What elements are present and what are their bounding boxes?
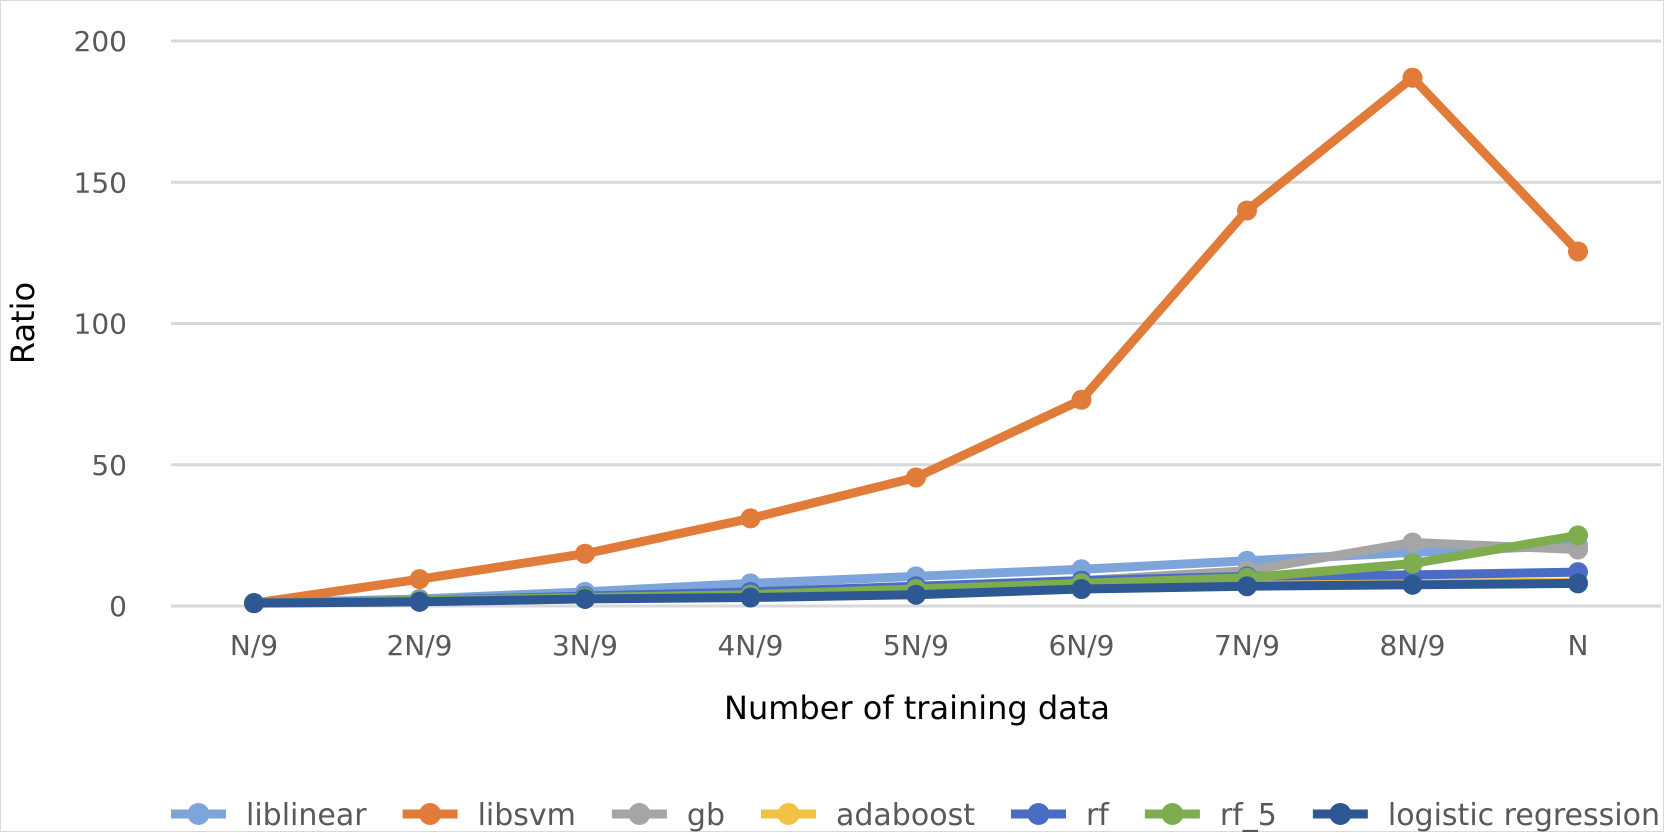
legend-swatch-marker	[187, 803, 210, 825]
data-point	[575, 543, 595, 564]
y-tick-label: 50	[91, 449, 127, 482]
legend-swatch-marker	[1027, 803, 1050, 825]
data-point	[1402, 67, 1423, 88]
data-point	[244, 593, 264, 614]
legend-item: gb	[611, 798, 725, 833]
data-point	[1568, 573, 1588, 594]
data-point	[1402, 553, 1423, 574]
data-point	[1237, 576, 1257, 597]
data-point	[740, 587, 761, 608]
x-tick-label: 3N/9	[552, 629, 618, 662]
x-tick-label: 8N/9	[1379, 629, 1445, 662]
x-tick-label: 6N/9	[1048, 629, 1114, 662]
legend-label: rf_5	[1220, 798, 1277, 833]
y-tick-label: 200	[74, 25, 127, 58]
data-point	[906, 467, 926, 488]
series-libsvm	[244, 67, 1588, 614]
legend-swatch-marker	[1329, 803, 1352, 825]
x-axis-title: Number of training data	[724, 689, 1110, 727]
x-tick-label: 5N/9	[883, 629, 949, 662]
legend-item: rf_5	[1144, 798, 1277, 833]
y-tick-label: 100	[74, 308, 127, 341]
x-tick-label: 4N/9	[717, 629, 783, 662]
y-tick-label: 150	[74, 166, 127, 199]
data-point	[1071, 389, 1092, 410]
legend-item: liblinear	[171, 798, 367, 833]
legend-label: libsvm	[478, 798, 576, 833]
series-line	[249, 73, 1583, 608]
x-tick-label: N	[1568, 629, 1589, 662]
legend-item: rf	[1010, 798, 1110, 833]
data-point	[1568, 241, 1588, 262]
legend-swatch-marker	[1161, 803, 1184, 825]
legend-label: liblinear	[246, 798, 367, 833]
x-tick-label: 7N/9	[1214, 629, 1280, 662]
legend-label: rf	[1086, 798, 1110, 833]
legend-swatch-marker	[628, 803, 651, 825]
data-point	[1402, 574, 1423, 595]
data-point	[575, 588, 595, 609]
legend-item: logistic regression	[1312, 798, 1660, 833]
series-group	[244, 67, 1588, 614]
x-tick-label: N/9	[230, 629, 278, 662]
y-axis-ticks: 0 50 100 150 200	[74, 25, 127, 623]
legend-item: libsvm	[402, 798, 576, 833]
data-point	[1402, 532, 1423, 553]
series-logistic-regression	[244, 573, 1588, 614]
legend-label: gb	[687, 798, 725, 833]
data-point	[740, 508, 761, 529]
legend-item: adaboost	[761, 798, 975, 833]
y-tick-label: 0	[109, 590, 127, 623]
x-axis-ticks: N/9 2N/9 3N/9 4N/9 5N/9 6N/9 7N/9 8N/9 N	[230, 629, 1589, 662]
data-point	[906, 584, 926, 605]
legend-label: adaboost	[836, 798, 975, 833]
data-point	[1071, 579, 1092, 600]
gridlines	[171, 39, 1661, 608]
x-tick-label: 2N/9	[386, 629, 452, 662]
data-point	[1568, 525, 1588, 546]
data-point	[409, 591, 430, 612]
data-point	[409, 569, 430, 590]
legend-swatch-marker	[419, 803, 442, 825]
legend-label: logistic regression	[1388, 798, 1660, 833]
legend: liblinear libsvm gb adaboost rf rf_5 logistic …	[171, 798, 1660, 833]
data-point	[1568, 539, 1588, 560]
y-axis-title: Ratio	[4, 282, 42, 364]
legend-swatch-marker	[777, 803, 800, 825]
data-point	[1237, 200, 1257, 221]
